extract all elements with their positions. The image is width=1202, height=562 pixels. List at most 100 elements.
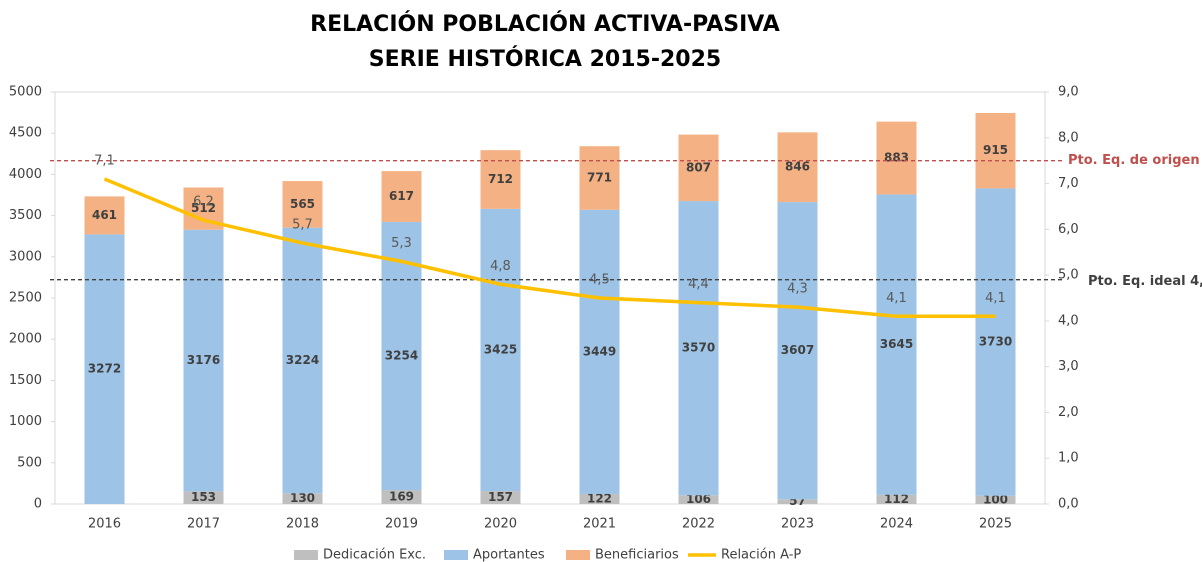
- bar-label: 122: [587, 491, 612, 505]
- y-tick-label: 3500: [9, 208, 42, 223]
- bar-segment: [579, 493, 620, 504]
- bar-segment: [282, 227, 323, 494]
- y-tick-label: 1000: [9, 414, 42, 429]
- bar-label: 3254: [385, 349, 418, 363]
- line-label: 4,5: [589, 273, 610, 288]
- line-label: 6,2: [193, 195, 214, 210]
- bar-label: 617: [389, 189, 414, 203]
- bar-segment: [381, 171, 422, 222]
- line-label: 4,1: [985, 291, 1006, 306]
- bar-label: 915: [983, 143, 1008, 157]
- bar-label: 3449: [583, 344, 616, 358]
- legend-swatch: [294, 550, 318, 560]
- bar-segment: [975, 113, 1016, 189]
- y-tick-label: 2000: [9, 332, 42, 347]
- x-tick-label: 2025: [979, 517, 1012, 532]
- bar-segment: [183, 229, 224, 492]
- bar-label: 807: [686, 160, 711, 174]
- line-label: 7,1: [94, 153, 115, 168]
- chart-subtitle: SERIE HISTÓRICA 2015-2025: [369, 46, 721, 72]
- y2-tick-label: 4,0: [1058, 313, 1079, 328]
- line-label: 5,3: [391, 236, 412, 251]
- y2-tick-label: 6,0: [1058, 222, 1079, 237]
- bar-label: 157: [488, 490, 513, 504]
- y2-tick-label: 5,0: [1058, 268, 1079, 283]
- x-tick-label: 2024: [880, 517, 913, 532]
- legend-label: Relación A-P: [721, 548, 801, 562]
- x-tick-label: 2019: [385, 517, 418, 532]
- line-label: 5,7: [292, 218, 313, 233]
- y-tick-label: 500: [17, 455, 42, 470]
- bar-label: 512: [191, 201, 216, 215]
- bar-label: 3176: [187, 353, 220, 367]
- x-tick-label: 2017: [187, 517, 220, 532]
- bar-label: 3224: [286, 353, 319, 367]
- x-tick-label: 2018: [286, 517, 319, 532]
- y-tick-label: 3000: [9, 249, 42, 264]
- reference-label: Pto. Eq. de origen 7,5: [1068, 153, 1202, 168]
- bar-segment: [381, 490, 422, 504]
- bar-label: 169: [389, 490, 414, 504]
- bar-segment: [84, 234, 125, 504]
- bar-label: 3730: [979, 335, 1012, 349]
- bar-segment: [777, 132, 818, 203]
- bar-segment: [975, 188, 1016, 496]
- y2-tick-label: 2,0: [1058, 405, 1079, 420]
- bar-segment: [480, 208, 521, 492]
- bar-segment: [975, 495, 1016, 504]
- x-tick-label: 2016: [88, 517, 121, 532]
- y-tick-label: 2500: [9, 291, 42, 306]
- x-tick-label: 2023: [781, 517, 814, 532]
- bar-label: 3607: [781, 343, 814, 357]
- bar-segment: [876, 194, 917, 495]
- bar-label: 846: [785, 160, 810, 174]
- x-tick-label: 2021: [583, 517, 616, 532]
- line-label: 4,1: [886, 291, 907, 306]
- y2-tick-label: 8,0: [1058, 130, 1079, 145]
- bar-segment: [678, 134, 719, 202]
- bar-segment: [777, 499, 818, 504]
- legend-label: Dedicación Exc.: [323, 548, 426, 562]
- y-tick-label: 5000: [9, 85, 42, 100]
- bar-label: 112: [884, 492, 909, 506]
- bar-label: 100: [983, 492, 1008, 506]
- y2-tick-label: 9,0: [1058, 85, 1079, 100]
- bar-segment: [579, 146, 620, 210]
- bar-label: 3570: [682, 341, 715, 355]
- bar-segment: [480, 491, 521, 504]
- bar-label: 130: [290, 491, 315, 505]
- chart-title: RELACIÓN POBLACIÓN ACTIVA-PASIVA: [310, 11, 780, 37]
- legend-label: Beneficiarios: [595, 548, 679, 562]
- reference-label: Pto. Eq. ideal 4,9: [1088, 274, 1202, 289]
- legend-label: Aportantes: [473, 548, 545, 562]
- bar-segment: [381, 221, 422, 491]
- bar-segment: [678, 495, 719, 504]
- bar-segment: [777, 202, 818, 500]
- bar-label: 461: [92, 208, 117, 222]
- bar-segment: [579, 209, 620, 494]
- bar-label: 3272: [88, 362, 121, 376]
- y-tick-label: 4000: [9, 167, 42, 182]
- y2-tick-label: 3,0: [1058, 359, 1079, 374]
- line-label: 4,8: [490, 259, 511, 274]
- legend-swatch: [444, 550, 468, 560]
- bar-label: 883: [884, 151, 909, 165]
- bar-segment: [480, 150, 521, 209]
- bar-label: 153: [191, 490, 216, 504]
- bar-label: 106: [686, 492, 711, 506]
- x-tick-label: 2022: [682, 517, 715, 532]
- bar-segment: [183, 491, 224, 504]
- bar-segment: [282, 181, 323, 228]
- line-label: 4,4: [688, 277, 709, 292]
- bar-label: 565: [290, 197, 315, 211]
- y2-tick-label: 0,0: [1058, 497, 1079, 512]
- bar-segment: [282, 493, 323, 504]
- y-tick-label: 1500: [9, 373, 42, 388]
- bar-segment: [876, 494, 917, 504]
- bar-label: 3425: [484, 342, 517, 356]
- bar-segment: [678, 201, 719, 496]
- line-label: 4,3: [787, 282, 808, 297]
- bar-segment: [876, 121, 917, 195]
- bar-label: 712: [488, 172, 513, 186]
